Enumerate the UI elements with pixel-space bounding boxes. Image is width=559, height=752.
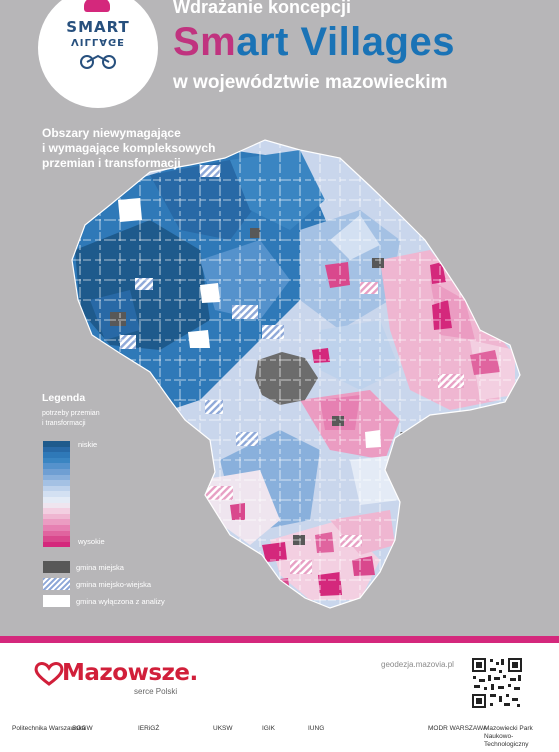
- legend-ramp-step: [43, 468, 70, 475]
- logo-top-text: SMART: [66, 18, 130, 36]
- title-rest: art Villages: [236, 20, 455, 64]
- legend-ramp-step: [43, 496, 70, 503]
- legend-urban-label: gmina miejska: [76, 563, 124, 572]
- partner-logo: IUNG: [308, 725, 325, 732]
- legend-subtitle-line: potrzeby przemian: [42, 410, 100, 417]
- legend-high-label: wysokie: [78, 537, 105, 546]
- legend-ramp-step: [43, 519, 70, 525]
- legend-ramp-step: [43, 452, 70, 458]
- map-subtitle: Obszary niewymagające i wymagające kompl…: [42, 126, 215, 171]
- mazowsze-brand: Mazowsze.: [62, 660, 198, 686]
- logo-bottom-text: VILLAGE: [71, 36, 125, 47]
- title-accent: Sm: [173, 20, 237, 64]
- partner-logo: SGGW: [72, 725, 93, 732]
- legend-title: Legenda: [42, 392, 86, 404]
- partner-logo: MODR WARSZAWA: [428, 725, 488, 732]
- legend-mixed-swatch: [43, 578, 70, 590]
- legend-ramp-step: [43, 508, 70, 514]
- legend-subtitle-line: i transformacji: [42, 420, 86, 427]
- partner-logo: IERiGŻ: [138, 725, 160, 732]
- partner-logo: Mazowiecki Park Naukowo-Technologiczny: [484, 725, 533, 748]
- legend-ramp-step: [43, 441, 70, 447]
- partner-logos: Politechnika Warszawska SGGW IERiGŻ UKSW…: [0, 722, 559, 752]
- legend-excluded-label: gmina wyłączona z analizy: [76, 597, 165, 606]
- tractor-icon: [80, 54, 116, 69]
- legend-ramp-step: [43, 513, 70, 520]
- legend-excluded-swatch: [43, 595, 70, 607]
- smart-village-logo: SMART VILLAGE: [38, 0, 158, 108]
- legend-ramp-step: [43, 463, 70, 469]
- qr-code: [470, 656, 524, 710]
- partner-logo: Politechnika Warszawska: [12, 725, 86, 732]
- partner-logo: UKSW: [213, 725, 233, 732]
- legend-ramp-step: [43, 446, 70, 453]
- map-subtitle-line: przemian i transformacji: [42, 156, 181, 170]
- cloud-icon: [84, 0, 110, 12]
- map-subtitle-line: Obszary niewymagające: [42, 126, 181, 140]
- legend-color-ramp: [43, 441, 70, 548]
- partner-logo: IGIK: [262, 725, 276, 732]
- title-line-1: Wdrażanie koncepcji: [173, 0, 352, 17]
- main-title: Smart Villages: [173, 20, 455, 65]
- legend-ramp-step: [43, 480, 70, 486]
- brand-tagline: serce Polski: [134, 687, 178, 696]
- legend-ramp-step: [43, 474, 70, 481]
- heart-icon: [34, 662, 64, 686]
- footer-divider: [0, 636, 559, 643]
- title-line-3: w województwie mazowieckim: [173, 72, 448, 93]
- legend-ramp-step: [43, 536, 70, 542]
- legend-mixed-label: gmina miejsko-wiejska: [76, 580, 152, 589]
- legend-subtitle: potrzeby przemian i transformacji: [42, 409, 100, 429]
- legend-ramp-step: [43, 524, 70, 531]
- legend-ramp-step: [43, 491, 70, 497]
- municipalities: [72, 140, 520, 608]
- legend-urban-swatch: [43, 561, 70, 573]
- legend-ramp-step: [43, 502, 70, 509]
- legend-ramp-step: [43, 530, 70, 537]
- legend-low-label: niskie: [78, 440, 98, 449]
- legend-ramp-step: [43, 485, 70, 492]
- legend-ramp-step: [43, 457, 70, 464]
- region-map: [71, 139, 521, 609]
- legend-ramp-step: [43, 541, 70, 548]
- website-link[interactable]: geodezja.mazovia.pl: [381, 660, 454, 669]
- map-subtitle-line: i wymagające kompleksowych: [42, 141, 216, 155]
